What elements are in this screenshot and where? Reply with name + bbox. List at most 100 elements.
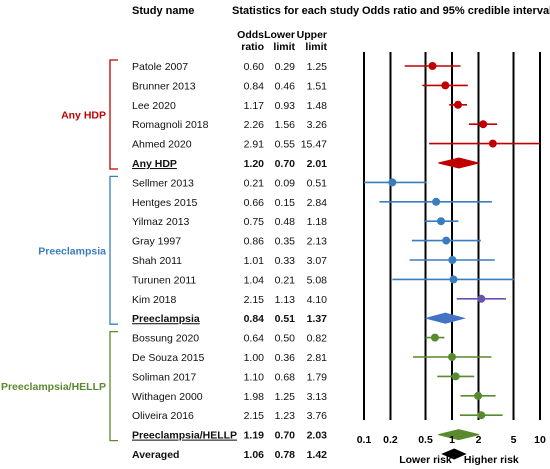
study-de-souza-2015-point [448, 353, 456, 361]
study-romagnoli-2018-or: 2.26 [244, 119, 265, 131]
study-turunen-2011-point [449, 275, 458, 284]
study-kim-2018-label: Kim 2018 [132, 294, 177, 306]
summary-any-hdp-upper: 2.01 [307, 158, 328, 170]
study-ahmed-2020-lower: 0.55 [275, 139, 296, 151]
overall-lower: 0.78 [275, 449, 296, 461]
group-label-preeclampsia: Preeclampsia [38, 245, 106, 257]
study-sellmer-2013-label: Sellmer 2013 [132, 177, 194, 189]
bracket-preeclampsia-hellp [109, 330, 118, 442]
col-header-lower-limit-line2: limit [273, 41, 295, 53]
study-de-souza-2015-label: De Souza 2015 [132, 352, 205, 364]
study-withagen-2000-point [474, 391, 483, 400]
col-header-upper-limit-line2: limit [305, 41, 327, 53]
study-hentges-2015-point [432, 197, 441, 206]
col-header-odds-ratio-line2: ratio [241, 41, 264, 53]
study-soliman-2017-upper: 1.79 [307, 371, 328, 383]
summary-any-hdp-lower: 0.70 [275, 158, 296, 170]
study-withagen-2000-lower: 1.25 [275, 391, 296, 403]
study-yilmaz-2013-point [437, 217, 446, 226]
overall-label: Averaged [132, 449, 179, 461]
axis-label-lower-risk: Lower risk [399, 454, 452, 466]
study-turunen-2011-lower: 0.21 [275, 274, 296, 286]
study-ahmed-2020-point [488, 139, 497, 148]
summary-any-hdp-diamond [438, 157, 479, 169]
summary-preeclampsia-hellp-label: Preeclampsia/HELLP [132, 430, 237, 442]
study-yilmaz-2013-or: 0.75 [244, 216, 265, 228]
study-gray-1997-point [442, 236, 451, 245]
study-bossung-2020-point [430, 333, 439, 342]
study-patole-2007-point [428, 62, 437, 70]
study-sellmer-2013-point [388, 178, 397, 187]
summary-preeclampsia-diamond [424, 312, 466, 324]
study-hentges-2015-upper: 2.84 [307, 197, 328, 209]
summary-any-hdp-or: 1.20 [244, 158, 265, 170]
bracket-any-hdp [109, 59, 118, 170]
col-header-odds-ratio-line1: Odds [237, 29, 264, 41]
study-patole-2007-label: Patole 2007 [132, 61, 188, 73]
study-soliman-2017-lower: 0.68 [275, 371, 296, 383]
study-lee-2020-label: Lee 2020 [132, 100, 176, 112]
study-ahmed-2020-or: 2.91 [244, 139, 265, 151]
study-shah-2011-or: 1.01 [244, 255, 265, 267]
study-yilmaz-2013-label: Yilmaz 2013 [132, 216, 190, 228]
study-gray-1997-label: Gray 1997 [132, 236, 181, 248]
study-sellmer-2013-lower: 0.09 [275, 177, 296, 189]
study-hentges-2015-lower: 0.15 [275, 197, 296, 209]
study-oliveira-2016-label: Oliveira 2016 [132, 410, 194, 422]
study-bossung-2020-label: Bossung 2020 [132, 333, 199, 345]
study-de-souza-2015-lower: 0.36 [275, 352, 296, 364]
study-sellmer-2013-or: 0.21 [244, 177, 265, 189]
study-soliman-2017-label: Soliman 2017 [132, 371, 196, 383]
study-lee-2020-lower: 0.93 [275, 100, 296, 112]
summary-preeclampsia-label: Preeclampsia [132, 313, 200, 325]
x-tick-label-0-5: 0.5 [418, 434, 433, 446]
study-turunen-2011-or: 1.04 [244, 274, 265, 286]
study-kim-2018-or: 2.15 [244, 294, 265, 306]
group-label-preeclampsia-hellp: Preeclampsia/HELLP [1, 381, 106, 393]
study-oliveira-2016-upper: 3.76 [307, 410, 328, 422]
overall-diamond [441, 448, 467, 460]
study-shah-2011-label: Shah 2011 [132, 255, 182, 267]
study-withagen-2000-or: 1.98 [244, 391, 265, 403]
header-study-name: Study name [132, 5, 194, 17]
study-yilmaz-2013-lower: 0.48 [275, 216, 296, 228]
study-withagen-2000-upper: 3.13 [307, 391, 328, 403]
overall-upper: 1.42 [307, 449, 328, 461]
study-oliveira-2016-lower: 1.23 [275, 410, 296, 422]
study-oliveira-2016-or: 2.15 [244, 410, 265, 422]
study-brunner-2013-lower: 0.46 [275, 80, 296, 92]
x-tick-label-0-1: 0.1 [357, 434, 372, 446]
study-bossung-2020-upper: 0.82 [307, 333, 328, 345]
study-lee-2020-or: 1.17 [244, 100, 265, 112]
x-tick-label-10: 10 [534, 434, 546, 446]
x-tick-label-0-2: 0.2 [383, 434, 398, 446]
study-de-souza-2015-or: 1.00 [244, 352, 265, 364]
summary-any-hdp-label: Any HDP [132, 158, 177, 170]
study-bossung-2020-lower: 0.50 [275, 333, 296, 345]
study-soliman-2017-or: 1.10 [244, 371, 265, 383]
study-withagen-2000-label: Withagen 2000 [132, 391, 203, 403]
study-turunen-2011-label: Turunen 2011 [132, 274, 196, 286]
summary-preeclampsia-lower: 0.51 [275, 313, 296, 325]
study-brunner-2013-or: 0.84 [244, 80, 265, 92]
study-romagnoli-2018-lower: 1.56 [275, 119, 296, 131]
x-tick-label-1: 1 [449, 434, 455, 446]
study-de-souza-2015-upper: 2.81 [307, 352, 328, 364]
summary-preeclampsia-or: 0.84 [244, 313, 265, 325]
group-label-any-hdp: Any HDP [61, 110, 106, 122]
study-kim-2018-lower: 1.13 [275, 294, 296, 306]
summary-preeclampsia-hellp-diamond [438, 429, 480, 441]
study-sellmer-2013-upper: 0.51 [307, 177, 328, 189]
study-soliman-2017-point [451, 372, 460, 381]
study-yilmaz-2013-upper: 1.18 [307, 216, 328, 228]
study-romagnoli-2018-upper: 3.26 [307, 119, 328, 131]
summary-preeclampsia-hellp-lower: 0.70 [275, 430, 296, 442]
study-patole-2007-lower: 0.29 [275, 61, 296, 73]
bracket-preeclampsia [109, 175, 118, 325]
study-shah-2011-lower: 0.33 [275, 255, 296, 267]
header-plot-title: Odds ratio and 95% credible interval [362, 5, 550, 17]
study-kim-2018-upper: 4.10 [307, 294, 328, 306]
summary-preeclampsia-hellp-or: 1.19 [244, 430, 265, 442]
study-bossung-2020-or: 0.64 [244, 333, 265, 345]
